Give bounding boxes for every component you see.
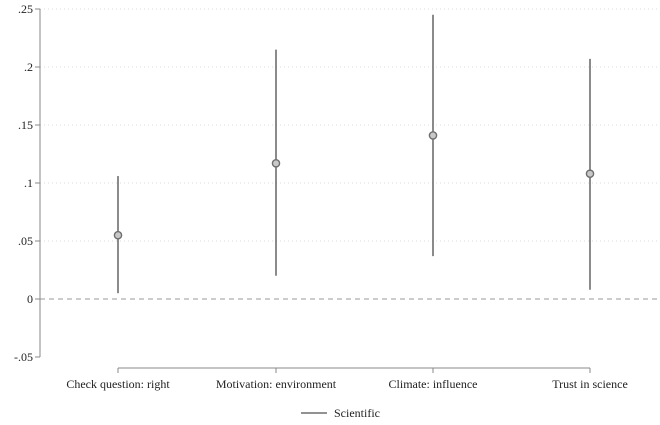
y-tick-label: 0: [27, 292, 33, 306]
point-estimate-marker: [585, 169, 595, 179]
legend-label-scientific: Scientific: [334, 406, 380, 420]
point-estimate-marker: [428, 131, 438, 140]
point-estimate-marker: [113, 230, 123, 240]
y-tick-label: .15: [18, 118, 33, 132]
y-tick-label: .25: [18, 2, 33, 16]
y-tick-label: -.05: [14, 350, 33, 364]
y-tick-label: .2: [24, 60, 33, 74]
x-tick-label: Trust in science: [552, 377, 628, 391]
axis-layer: -.05 0 .05 .1 .15 .2 .25 Check question: right M…: [14, 2, 628, 391]
point-estimate-marker: [271, 158, 281, 168]
y-tick-label: .05: [18, 234, 33, 248]
x-tick-label: Climate: influence: [389, 377, 478, 391]
x-tick-label: Motivation: environment: [216, 377, 337, 391]
legend: Scientific: [301, 406, 380, 420]
grid-layer: [40, 8, 660, 300]
y-tick-label: .1: [24, 176, 33, 190]
data-layer: [113, 14, 595, 294]
x-tick-label: Check question: right: [66, 377, 170, 391]
